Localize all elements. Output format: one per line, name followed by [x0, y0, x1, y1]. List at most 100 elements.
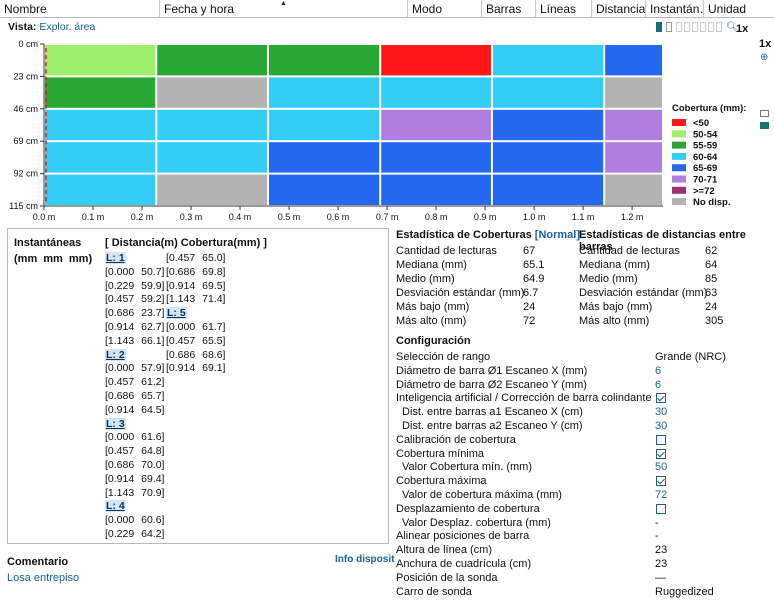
snapshot-reading: [1.143 71.4]: [166, 293, 226, 306]
view-toggle-6[interactable]: [700, 22, 706, 32]
heatmap-cell[interactable]: [381, 77, 491, 108]
x-tick-label: 0.2 m: [131, 212, 154, 220]
heatmap-cell[interactable]: [268, 109, 380, 141]
snapshot-line-label-text[interactable]: L: 2: [105, 348, 126, 361]
heatmap-cell[interactable]: [492, 142, 604, 173]
config-label: Valor Cobertura mín. (mm): [402, 461, 532, 474]
heatmap-cell[interactable]: [381, 45, 491, 76]
heatmap-cell[interactable]: [157, 109, 267, 141]
side-zoom-level[interactable]: 1x: [759, 38, 772, 50]
heatmap-cell[interactable]: [157, 142, 267, 173]
config-value[interactable]: 72: [655, 489, 668, 501]
view-toggle-3[interactable]: [676, 22, 682, 32]
snapshot-line-label-text[interactable]: L: 1: [105, 252, 126, 264]
heatmap-cell[interactable]: [157, 174, 267, 205]
snapshot-reading: [0.457 61.2]: [105, 376, 165, 389]
snapshot-reading: [0.914 69.5]: [166, 279, 226, 292]
heatmap-cell[interactable]: [45, 109, 156, 141]
side-toggle-light[interactable]: [760, 110, 769, 117]
side-toggle-dark[interactable]: [760, 122, 769, 129]
column-header-instantaneas[interactable]: Instantán…: [646, 0, 704, 18]
column-header-nombre[interactable]: Nombre: [0, 0, 160, 18]
heatmap-cell[interactable]: [605, 142, 662, 173]
heatmap-cell[interactable]: [268, 45, 380, 76]
snapshot-line-label: L: 1: [105, 252, 126, 264]
config-value[interactable]: 6: [655, 378, 662, 391]
view-toggle-8[interactable]: [716, 22, 722, 32]
legend-swatch: [672, 164, 686, 172]
column-header-barras[interactable]: Barras: [482, 0, 536, 18]
heatmap-cell[interactable]: [45, 142, 156, 173]
bar-stat-value: 62: [705, 245, 718, 257]
config-label: Dist. entre barras a2 Escaneo Y (cm): [402, 420, 583, 432]
cover-stat-label: Más bajo (mm): [396, 301, 470, 313]
heatmap-cell[interactable]: [45, 45, 156, 76]
checkbox-icon[interactable]: [656, 448, 666, 459]
magnifier-icon[interactable]: 🔍︎: [726, 22, 739, 33]
heatmap-cell[interactable]: [381, 142, 491, 173]
checkbox-icon[interactable]: [656, 476, 666, 487]
snapshot-reading: [0.914 69.1]: [166, 362, 226, 375]
view-toggle-5[interactable]: [692, 22, 698, 32]
snapshot-reading: [0.457 65.5]: [166, 334, 226, 347]
heatmap-cell[interactable]: [157, 45, 267, 76]
column-header-modo[interactable]: Modo: [408, 0, 482, 18]
config-label: Dist. entre barras a1 Escaneo X (cm): [402, 406, 583, 419]
device-info-link[interactable]: Info disposit: [335, 554, 395, 565]
config-value[interactable]: 30: [655, 406, 668, 419]
heatmap-cell[interactable]: [605, 45, 662, 76]
view-toggle-dark[interactable]: [656, 22, 662, 32]
heatmap-cell[interactable]: [268, 77, 380, 108]
checkbox-icon[interactable]: [656, 434, 666, 445]
config-value: -: [655, 530, 659, 543]
side-magnifier-icon[interactable]: ⊕: [760, 52, 769, 63]
snapshot-line-label-text[interactable]: L: 4: [105, 500, 126, 513]
legend-swatch: [672, 141, 686, 149]
heatmap-cell[interactable]: [45, 174, 156, 205]
config-value[interactable]: 30: [655, 420, 668, 432]
checkbox-icon[interactable]: [656, 503, 666, 514]
checkbox-icon[interactable]: [656, 393, 666, 404]
column-header-fecha[interactable]: Fecha y hora: [160, 0, 408, 18]
snapshots-columns-label: [ Distancia(m) Cobertura(mm) ]: [105, 237, 267, 249]
column-header-unidad[interactable]: Unidad: [708, 2, 747, 16]
x-tick-label: 0.0 m: [33, 212, 56, 220]
view-mode-link[interactable]: Explor. área: [39, 21, 96, 33]
cover-stats-title-text: Estadística de Coberturas: [396, 229, 532, 241]
column-header-distancia[interactable]: Distancia: [592, 0, 646, 18]
heatmap-cell[interactable]: [605, 77, 662, 108]
snapshot-line-label-text[interactable]: L: 5: [166, 307, 187, 320]
heatmap-cell[interactable]: [268, 174, 380, 205]
heatmap-cell[interactable]: [492, 45, 604, 76]
view-toggle-4[interactable]: [684, 22, 690, 32]
legend-swatch: [672, 198, 686, 206]
zoom-level[interactable]: 1x: [736, 23, 749, 35]
config-label: Calibración de cobertura: [396, 433, 516, 446]
config-value[interactable]: 6: [655, 364, 662, 377]
y-tick-label: 69 cm: [13, 136, 38, 146]
heatmap-cell[interactable]: [157, 77, 267, 108]
snapshot-reading: [0.686 70.0]: [105, 459, 165, 471]
heatmap-cell[interactable]: [492, 77, 604, 108]
heatmap-cell[interactable]: [268, 142, 380, 173]
config-value: 23: [655, 558, 668, 570]
comment-value[interactable]: Losa entrepiso: [7, 572, 80, 584]
view-toggle-7[interactable]: [708, 22, 714, 32]
cover-heatmap-chart[interactable]: 0 cm 23 cm 46 cm 69 cm 92 cm 115 cm0.0 m 0.1 m…: [0, 36, 758, 220]
config-label: Cobertura mínima: [396, 447, 485, 460]
heatmap-cell[interactable]: [492, 174, 604, 205]
legend-swatch: [672, 152, 686, 160]
heatmap-cell[interactable]: [605, 109, 662, 141]
column-header-lineas[interactable]: Líneas: [536, 0, 592, 18]
snapshot-line-label-text[interactable]: L: 3: [105, 417, 126, 430]
view-toggle-light[interactable]: [666, 22, 672, 32]
heatmap-cell[interactable]: [492, 109, 604, 141]
heatmap-cell[interactable]: [381, 109, 491, 141]
cover-stats-mode[interactable]: [Normal]: [534, 229, 581, 241]
x-tick-label: 0.5 m: [278, 212, 301, 220]
config-value[interactable]: 50: [655, 461, 668, 474]
heatmap-cell[interactable]: [45, 77, 156, 108]
legend-label: 65-69: [693, 163, 717, 174]
heatmap-cell[interactable]: [605, 174, 662, 205]
heatmap-cell[interactable]: [381, 174, 491, 205]
